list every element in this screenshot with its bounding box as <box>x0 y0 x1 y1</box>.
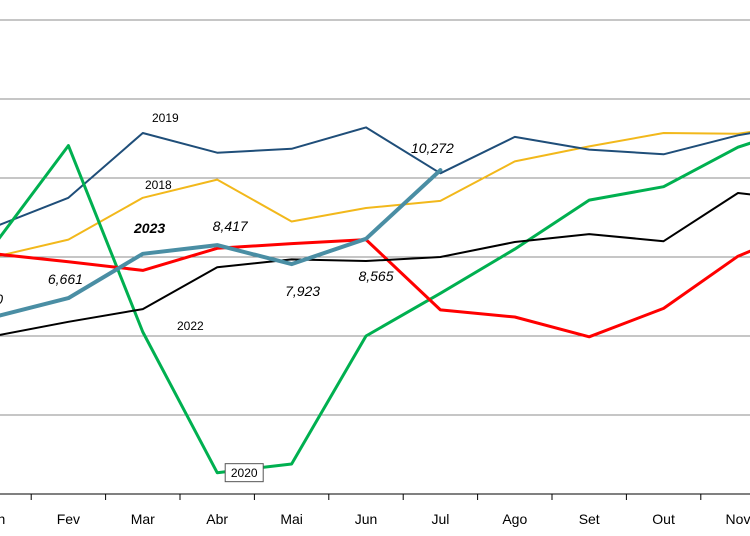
x-tick-label: Mai <box>280 511 303 527</box>
series-line-2023 <box>0 168 443 318</box>
series-name-label-2023: 2023 <box>133 220 165 236</box>
x-axis: JanFevMarAbrMaiJunJulAgoSetOutNovDez <box>0 493 750 527</box>
labels: 2019 2018 2022 2023 2020 6,661 8,417 7,923 8,565… <box>0 111 454 483</box>
x-tick-label: Mar <box>131 511 155 527</box>
series-lines <box>0 126 750 475</box>
x-tick-label: Jul <box>431 511 449 527</box>
x-tick-label: Jan <box>0 511 5 527</box>
series-line-2019 <box>0 126 750 226</box>
x-tick-label: Nov <box>726 511 750 527</box>
series-name-box-2020 <box>224 463 264 483</box>
series-line-unlabeled <box>0 238 750 339</box>
x-tick-label: Abr <box>206 511 228 527</box>
series-line-2022 <box>0 192 750 336</box>
data-label: 8,417 <box>213 218 249 234</box>
data-label: 40 <box>0 291 3 307</box>
x-tick-label: Out <box>652 511 675 527</box>
series-name-label-2019: 2019 <box>152 111 179 125</box>
data-label: 8,565 <box>358 268 393 284</box>
data-label: 10,272 <box>411 140 454 156</box>
x-tick-label: Fev <box>57 511 80 527</box>
data-label: 7,923 <box>285 283 320 299</box>
x-tick-label: Jun <box>355 511 378 527</box>
gridlines <box>0 19 750 416</box>
data-label: 6,661 <box>48 271 83 287</box>
series-line-2020 <box>0 141 750 475</box>
series-line-2018 <box>0 130 750 257</box>
series-name-label-2022: 2022 <box>177 319 204 333</box>
series-name-label-2018: 2018 <box>145 178 172 192</box>
x-tick-label: Ago <box>502 511 527 527</box>
x-tick-label: Set <box>579 511 600 527</box>
series-name-label-2020: 2020 <box>231 466 258 480</box>
